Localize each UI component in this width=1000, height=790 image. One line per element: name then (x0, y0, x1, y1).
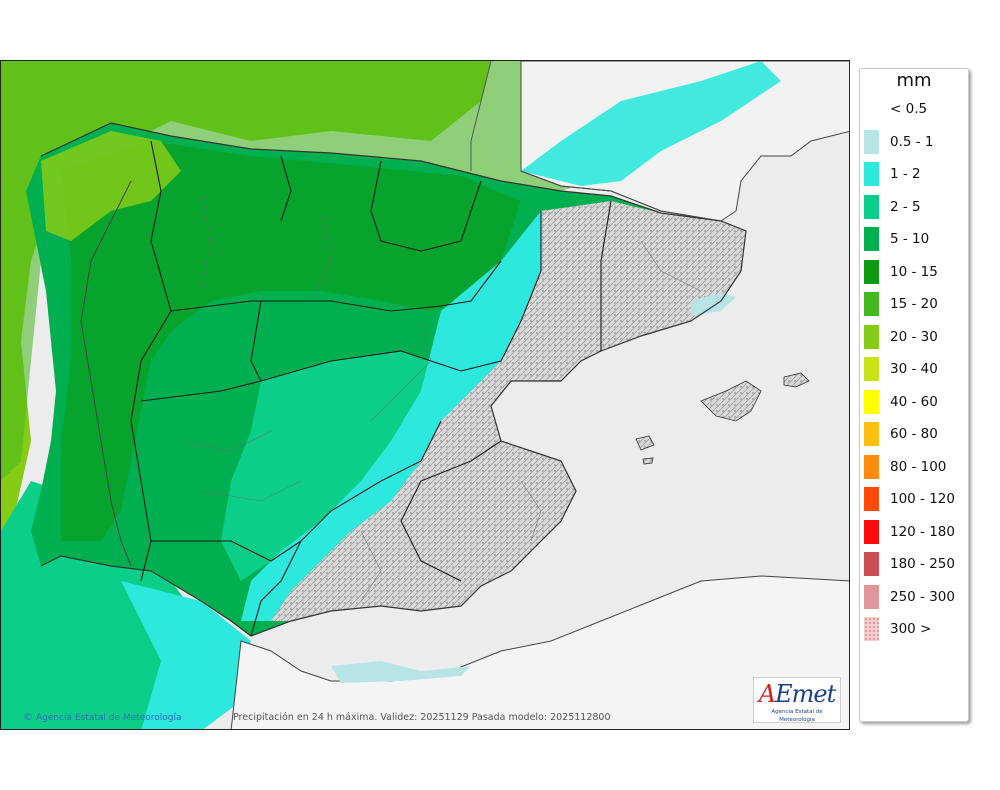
legend-item: 300 > (864, 617, 968, 641)
portugal-border (80, 180, 132, 567)
legend-swatch (864, 324, 879, 349)
legend-item: 100 - 120 (864, 487, 968, 511)
legend-label: 10 - 15 (890, 263, 938, 280)
legend-swatch (864, 194, 879, 219)
legend-label: 1 - 2 (890, 166, 921, 182)
legend-swatch (864, 519, 879, 544)
legend-label: 0.5 - 1 (890, 133, 934, 150)
pyrenees-border (520, 170, 722, 222)
formentera (642, 457, 654, 465)
legend-swatch (864, 487, 879, 511)
legend-item: 80 - 100 (864, 454, 968, 479)
copyright-icon: © (23, 712, 33, 723)
province-borders (180, 190, 702, 602)
legend-swatch (864, 259, 879, 284)
atlantic-field-cyan (121, 581, 251, 729)
mallorca (700, 380, 762, 422)
legend-item: 30 - 40 (864, 357, 968, 381)
map-caption: Precipitación en 24 h máxima. Validez: 2… (233, 712, 611, 723)
aemet-logo-mark: AEmet (758, 680, 836, 708)
sea-light-blue-patch (691, 293, 736, 316)
legend-item: 40 - 60 (864, 389, 968, 414)
central-cyan (241, 211, 561, 621)
ibiza (635, 435, 655, 451)
legend-label: 30 - 40 (890, 361, 938, 377)
legend-label: 80 - 100 (890, 458, 947, 475)
legend-label: 120 - 180 (890, 523, 955, 540)
north-africa (230, 575, 849, 729)
legend-swatch (864, 357, 879, 381)
legend-label: 15 - 20 (890, 296, 938, 312)
aemet-logo: AEmet Agencia Estatal de Meteorología (753, 677, 841, 723)
legend-label: 300 > (890, 621, 932, 637)
legend-swatch (864, 292, 879, 316)
legend-label: 40 - 60 (890, 393, 938, 410)
legend-swatch (864, 552, 879, 576)
legend-item: 120 - 180 (864, 519, 968, 544)
legend-label: 20 - 30 (890, 328, 938, 345)
legend-item: 20 - 30 (864, 324, 968, 349)
credit-text: © Agencia Estatal de Meteorología (23, 712, 182, 723)
central-teal (221, 351, 471, 581)
precipitation-map: © Agencia Estatal de Meteorología Precipi… (0, 60, 850, 730)
legend-item: 10 - 15 (864, 259, 968, 284)
legend-item: < 0.5 (864, 97, 968, 121)
legend-item: 0.5 - 1 (864, 129, 968, 154)
legend-item: 5 - 10 (864, 227, 968, 251)
legend-swatch (864, 617, 879, 641)
legend-item: 180 - 250 (864, 552, 968, 576)
legend-swatch (864, 129, 879, 154)
credit-label: Agencia Estatal de Meteorología (36, 713, 182, 723)
legend-label: 60 - 80 (890, 426, 938, 442)
region-borders (130, 140, 612, 637)
north-interior-darkgreen (61, 141, 521, 541)
legend-swatch (864, 454, 879, 479)
france-cyan-fringe (521, 61, 781, 186)
legend-swatch (864, 227, 879, 251)
legend-title: mm (896, 70, 932, 91)
legend-label: < 0.5 (890, 101, 928, 117)
legend-label: 5 - 10 (890, 231, 930, 247)
legend-swatch (864, 422, 879, 446)
legend-label: 2 - 5 (890, 198, 921, 215)
legend-panel: mm < 0.5 0.5 - 1 1 - 2 2 - 5 5 - 10 10 - 15 15… (859, 68, 969, 722)
legend-label: 180 - 250 (890, 556, 955, 572)
legend-label: 250 - 300 (890, 588, 955, 605)
legend-label: 100 - 120 (890, 491, 955, 507)
legend-item: 60 - 80 (864, 422, 968, 446)
map-canvas (1, 61, 849, 729)
legend-item: 250 - 300 (864, 584, 968, 609)
legend-swatch (864, 584, 879, 609)
legend-swatch (864, 389, 879, 414)
legend-item: 1 - 2 (864, 162, 968, 186)
legend-swatch (864, 162, 879, 186)
east-dry-relief (271, 201, 746, 621)
legend-swatch (864, 97, 879, 121)
northwest-lightgreen (41, 131, 181, 241)
africa-cyan-patch (331, 661, 471, 683)
france-border-line (470, 61, 492, 171)
legend-item: 15 - 20 (864, 292, 968, 316)
coastline (40, 122, 747, 637)
menorca (783, 372, 810, 388)
aemet-logo-subtitle: Agencia Estatal de Meteorología (771, 709, 823, 723)
legend-item: 2 - 5 (864, 194, 968, 219)
